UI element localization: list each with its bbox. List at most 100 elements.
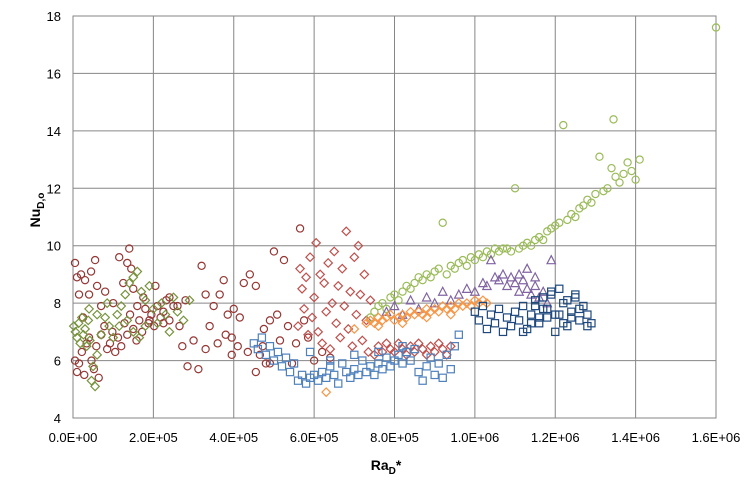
data-point (257, 333, 267, 342)
data-point (446, 364, 455, 374)
data-point (74, 359, 84, 368)
data-point (102, 298, 113, 309)
data-point (551, 310, 560, 319)
data-point (330, 370, 339, 380)
data-point (551, 327, 560, 337)
data-point (291, 339, 301, 348)
data-point (289, 359, 299, 368)
data-point (478, 253, 488, 262)
data-point (358, 356, 367, 365)
data-point (160, 309, 171, 320)
data-point (319, 277, 330, 289)
data-point (437, 300, 448, 312)
data-point (181, 296, 190, 305)
data-point (272, 310, 282, 319)
data-point (108, 327, 117, 337)
data-point (184, 295, 195, 306)
data-point (303, 329, 314, 340)
y-tick-label: 16 (47, 66, 61, 81)
data-point (382, 353, 391, 362)
x-axis-title-subscript: D (389, 466, 396, 477)
x-axis-title-suffix: * (396, 457, 402, 473)
data-point (175, 321, 184, 331)
data-point (123, 258, 132, 268)
data-point (350, 350, 359, 360)
data-point (219, 275, 228, 285)
data-point (277, 362, 287, 371)
data-point (293, 321, 304, 332)
x-tick-label: 4.0E+05 (209, 430, 258, 445)
data-point (394, 296, 403, 305)
data-point (112, 309, 123, 320)
data-point (75, 338, 86, 349)
data-point (530, 296, 540, 305)
data-point (370, 370, 379, 380)
y-tick-labels: 4 6 8 10 12 14 16 18 (47, 9, 61, 426)
data-point (518, 301, 528, 311)
data-point (116, 300, 127, 312)
data-point (410, 344, 419, 354)
data-point (115, 253, 124, 262)
data-point (485, 254, 497, 265)
data-point (265, 316, 275, 325)
data-point (341, 226, 352, 237)
data-point (591, 189, 600, 199)
data-point (398, 287, 407, 296)
data-point (559, 120, 568, 130)
data-point (470, 307, 480, 316)
data-point (269, 356, 279, 365)
data-point (571, 212, 580, 222)
data-point (253, 344, 263, 354)
data-point (481, 280, 493, 291)
data-point (353, 240, 364, 251)
data-point (209, 301, 218, 311)
data-point (433, 338, 444, 349)
x-tick-label: 1.4E+06 (611, 430, 660, 445)
data-point (317, 338, 328, 349)
data-point (273, 347, 283, 357)
data-point (80, 370, 89, 380)
data-point (418, 376, 427, 385)
data-point (164, 326, 175, 337)
data-point (80, 323, 91, 335)
data-point (426, 273, 435, 282)
data-point (251, 367, 261, 377)
data-point (389, 300, 400, 311)
data-point (619, 169, 628, 179)
data-point (405, 306, 416, 317)
data-point (450, 264, 459, 273)
data-point (156, 298, 167, 309)
data-point (373, 341, 384, 352)
data-point (461, 283, 473, 293)
data-point (299, 303, 310, 314)
data-point (417, 344, 428, 355)
data-point (457, 300, 468, 312)
data-point (498, 244, 508, 253)
data-point (477, 277, 489, 288)
data-point (425, 306, 436, 317)
data-point (354, 370, 363, 380)
plot-area-border (72, 15, 717, 419)
data-point (119, 278, 128, 288)
series-4 (249, 330, 464, 388)
data-point (189, 336, 198, 345)
x-tick-labels: 0.0E+00 2.0E+05 4.0E+05 6.0E+05 8.0E+05 1.0E+… (49, 430, 741, 445)
data-point (529, 271, 541, 282)
data-point (76, 270, 86, 279)
data-point (346, 373, 355, 383)
data-point (321, 387, 332, 398)
data-point (165, 316, 174, 325)
data-point (579, 201, 588, 210)
y-axis-title: NuD,o (27, 193, 47, 228)
data-point (313, 326, 324, 337)
data-point (172, 306, 183, 317)
data-point (117, 342, 126, 351)
data-point (546, 254, 557, 265)
data-point (313, 376, 323, 385)
series-6 (381, 254, 557, 319)
data-point (361, 315, 372, 326)
data-point (422, 362, 431, 371)
data-point (337, 263, 348, 274)
data-point (490, 319, 500, 328)
